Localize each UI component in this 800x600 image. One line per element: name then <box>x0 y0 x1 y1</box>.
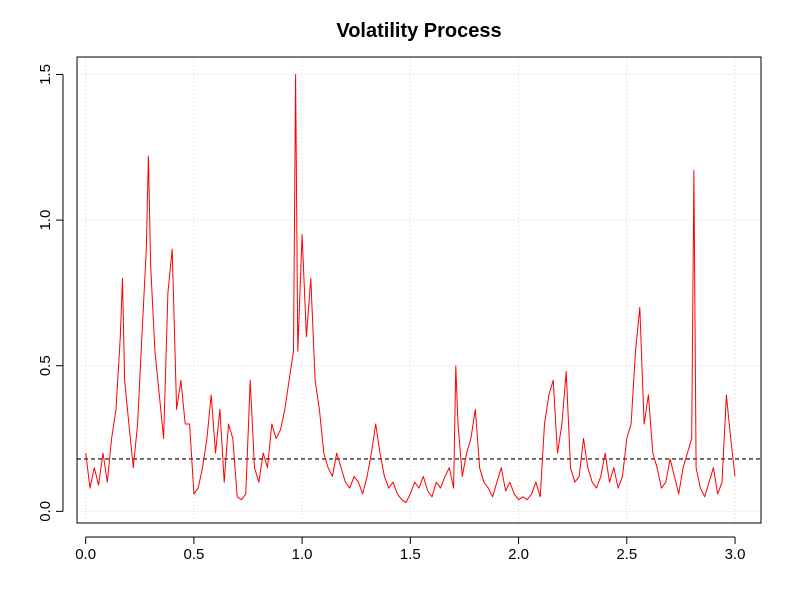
x-tick-label: 1.0 <box>292 546 313 563</box>
x-tick-label: 0.5 <box>183 546 204 563</box>
chart-title: Volatility Process <box>336 20 501 42</box>
x-tick-label: 3.0 <box>725 546 746 563</box>
series-line <box>85 74 736 504</box>
y-tick-label: 0.0 <box>37 501 54 522</box>
grid <box>77 57 761 523</box>
axes: 0.0 0.5 1.0 1.5 2.0 2.5 3.0 0.0 0.5 1.0 1.5 <box>37 64 745 563</box>
plot-area-frame <box>76 56 762 524</box>
x-tick-label: 0.0 <box>75 546 96 563</box>
x-tick-label: 1.5 <box>400 546 421 563</box>
y-tick-label: 1.0 <box>37 210 54 231</box>
series-layer <box>85 74 736 504</box>
x-tick-label: 2.5 <box>616 546 637 563</box>
x-tick-label: 2.0 <box>508 546 529 563</box>
y-tick-label: 1.5 <box>37 64 54 85</box>
y-tick-label: 0.5 <box>37 355 54 376</box>
